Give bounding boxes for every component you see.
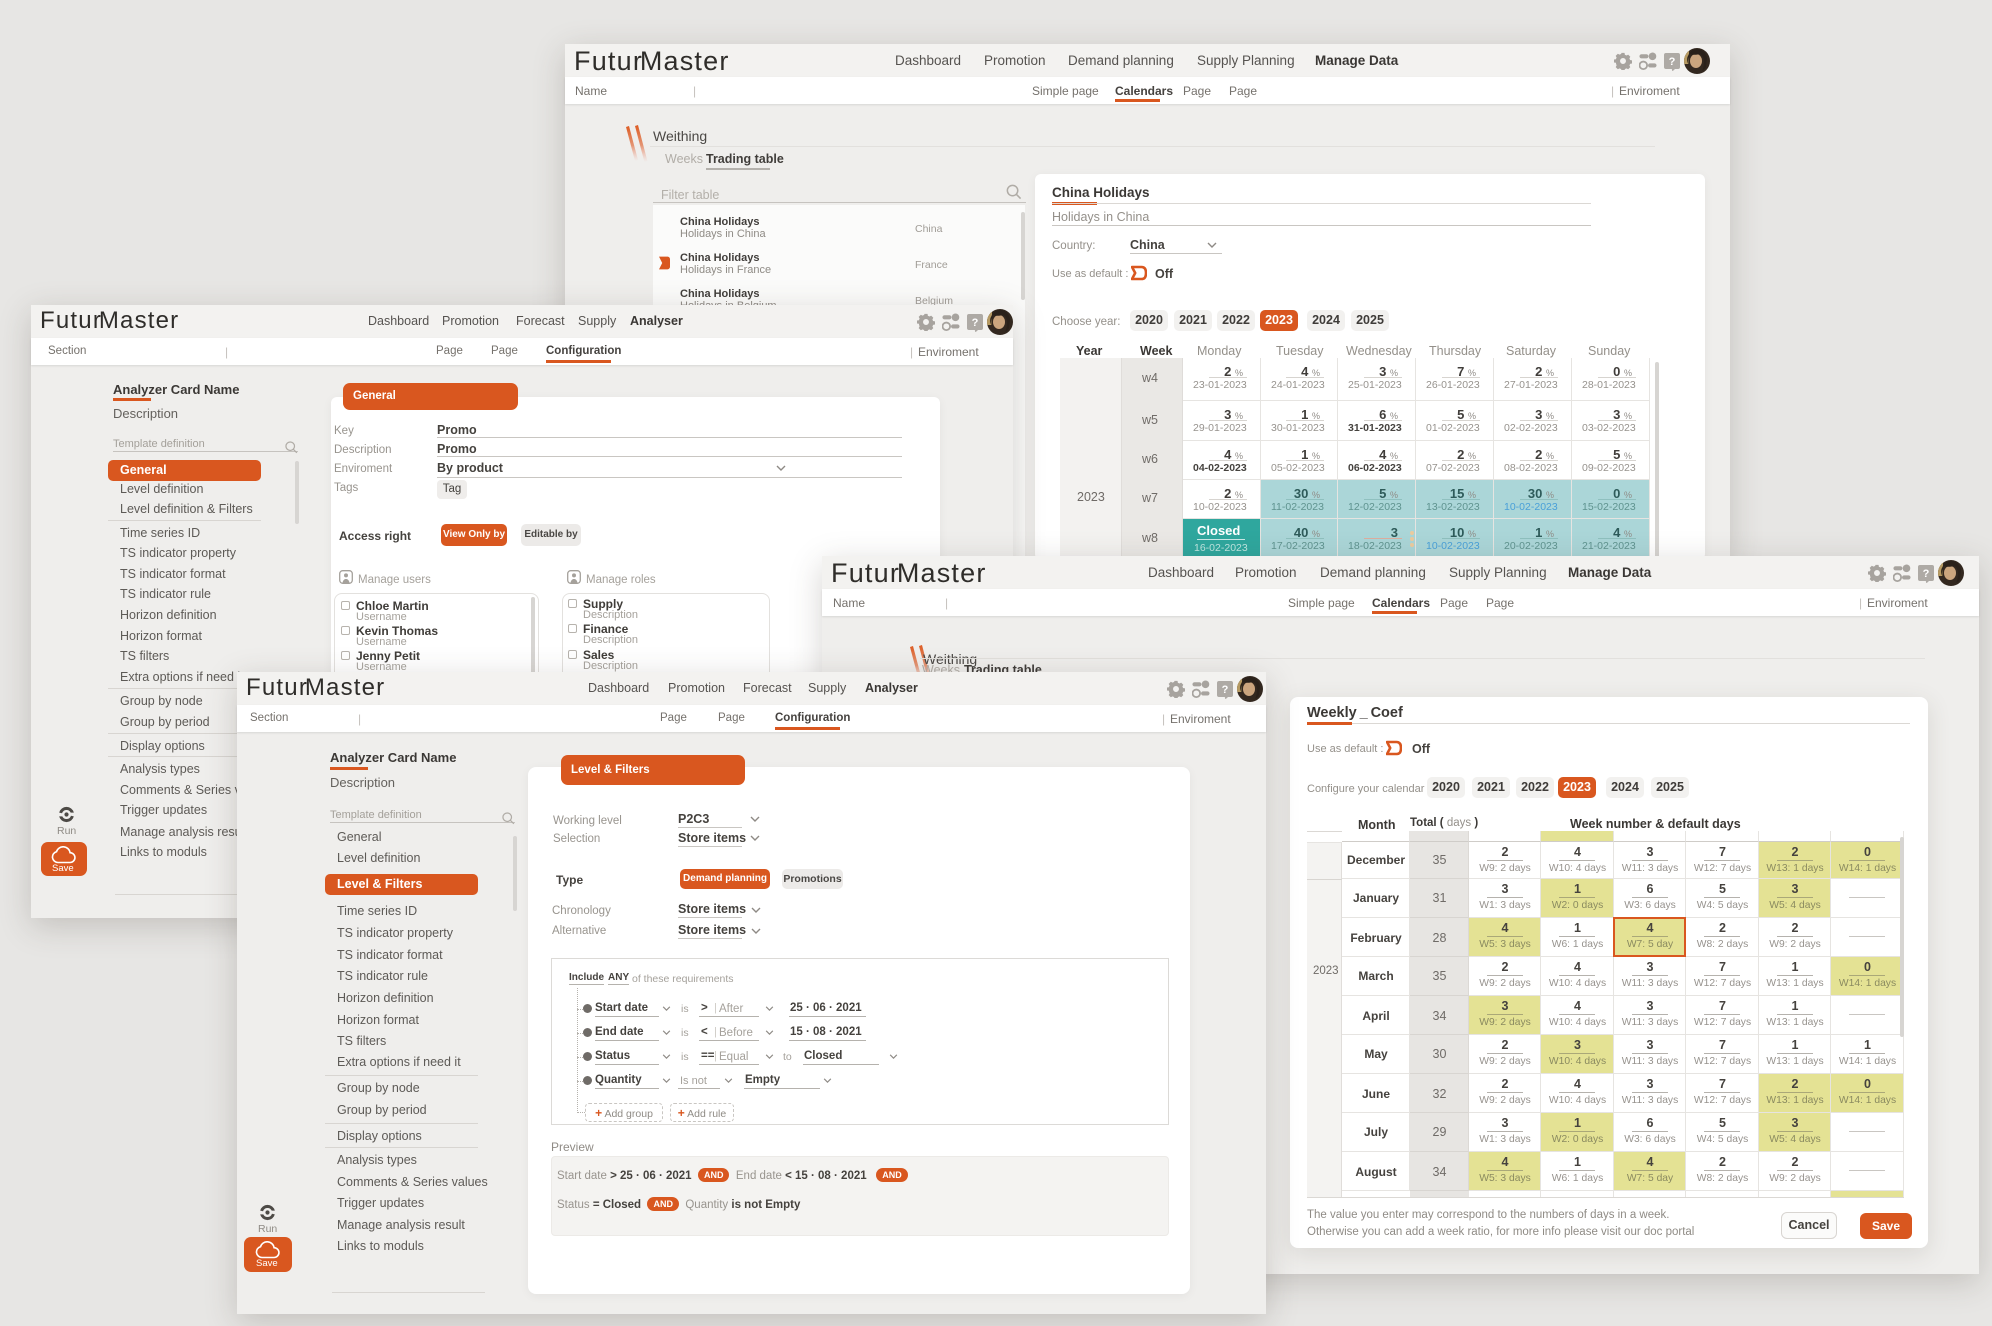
svg-text:?: ? [972, 317, 979, 329]
svg-text:?: ? [1923, 568, 1930, 580]
svg-text:?: ? [1222, 684, 1229, 696]
svg-text:?: ? [1669, 56, 1676, 68]
